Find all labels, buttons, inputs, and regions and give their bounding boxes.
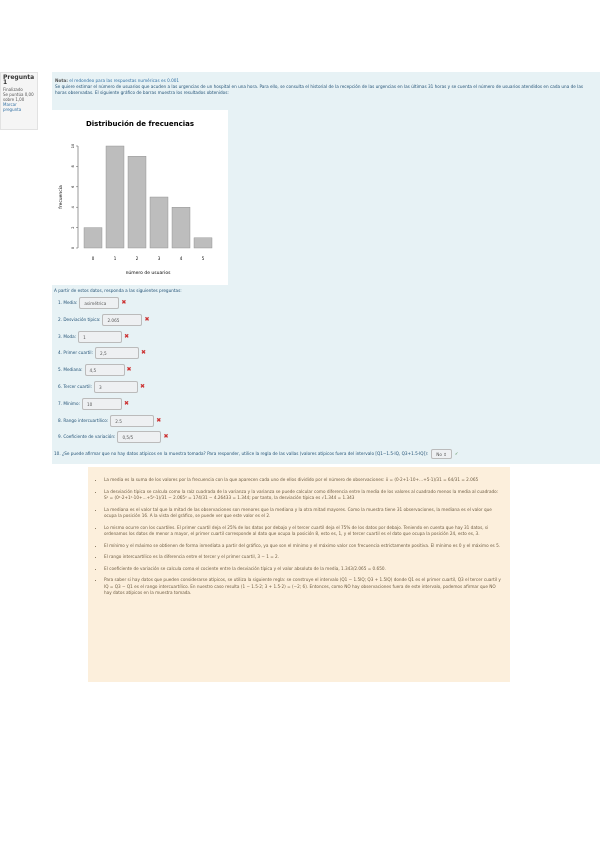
feedback-panel: La media es la suma de los valores por l… bbox=[88, 467, 510, 682]
instructions: A partir de estos datos, responda a las … bbox=[54, 288, 182, 293]
rounding-note: Nota: el redondeo para las respuestas nu… bbox=[55, 78, 180, 83]
bar bbox=[127, 156, 147, 249]
answer-row: 2. Desviación típica: 2.065 ✖ bbox=[58, 313, 150, 326]
x-tick-label: 1 bbox=[114, 256, 117, 261]
answer-row: 8. Rango intercuartílico: 2.5 ✖ bbox=[58, 414, 162, 427]
answer-label: 8. Rango intercuartílico: bbox=[58, 417, 109, 423]
bar bbox=[149, 196, 169, 249]
question-info: Pregunta 1 Finalizado Se puntúa 0,00 sob… bbox=[0, 72, 38, 130]
answer-row: 9. Coeficiente de variación: 0,5/5 ✖ bbox=[58, 431, 169, 444]
outlier-question: 10. ¿Se puede afirmar que no hay datos a… bbox=[54, 449, 600, 459]
y-tick-label: 8 bbox=[71, 165, 75, 167]
chart-title: Distribución de frecuencias bbox=[86, 120, 194, 128]
answer-label: 3. Moda: bbox=[58, 333, 77, 339]
incorrect-icon: ✖ bbox=[163, 433, 169, 441]
bar bbox=[193, 237, 213, 249]
question-number: Pregunta 1 bbox=[3, 74, 35, 86]
feedback-item: La desviación típica se calcula como la … bbox=[104, 489, 502, 502]
incorrect-icon: ✖ bbox=[139, 383, 145, 390]
y-tick-label: 4 bbox=[71, 205, 75, 208]
feedback-item: El mínimo y el máximo se obtienen de for… bbox=[104, 543, 502, 550]
incorrect-icon: ✖ bbox=[141, 349, 147, 357]
answer-label: 9. Coeficiente de variación: bbox=[58, 434, 116, 440]
answer-input[interactable]: 2.5 bbox=[110, 414, 155, 427]
answer-input[interactable]: 1 bbox=[78, 330, 123, 343]
feedback-item: El rango intercuartílico es la diferenci… bbox=[104, 554, 502, 561]
feedback-item: La media es la suma de los valores por l… bbox=[104, 477, 502, 484]
y-tick-label: 10 bbox=[71, 144, 75, 148]
answer-input[interactable]: 2,5 bbox=[95, 347, 139, 360]
answer-label: 1. Media: bbox=[58, 300, 78, 305]
answer-row: 1. Media: asimétrica ✖ bbox=[58, 297, 126, 309]
x-axis-label: número de usuarios bbox=[126, 269, 172, 276]
x-tick-label: 5 bbox=[202, 256, 205, 261]
answer-label: 5. Mediana: bbox=[58, 367, 83, 373]
answer-label: 7. Mínimo: bbox=[58, 400, 80, 406]
bar bbox=[83, 227, 103, 249]
answer-row: 7. Mínimo: 10 ✖ bbox=[58, 397, 130, 410]
question-status: Finalizado bbox=[3, 87, 23, 92]
answer-input[interactable]: 10 bbox=[81, 397, 122, 410]
x-tick-label: 0 bbox=[92, 256, 95, 261]
feedback-list: La media es la suma de los valores por l… bbox=[98, 477, 502, 597]
incorrect-icon: ✖ bbox=[124, 332, 130, 340]
answer-row: 4. Primer cuartil: 2,5 ✖ bbox=[58, 347, 147, 360]
flag-question-link[interactable]: Marcar pregunta bbox=[3, 102, 22, 112]
check-icon: ✓ bbox=[454, 451, 459, 456]
incorrect-icon: ✖ bbox=[144, 315, 150, 323]
answer-label: 4. Primer cuartil: bbox=[58, 350, 93, 356]
answer-input[interactable]: 2.065 bbox=[102, 313, 143, 326]
feedback-item: Lo mismo ocurre con los cuartiles. El pr… bbox=[104, 525, 502, 538]
feedback-item: Para saber si hay datos que pueden consi… bbox=[104, 577, 502, 597]
y-tick-label: 0 bbox=[71, 247, 75, 249]
answer-label: 6. Tercer cuartil: bbox=[58, 384, 92, 389]
chart-svg: Distribución de frecuencias 0 2 4 6 8 10 0 1 2 3 4 5… bbox=[58, 120, 213, 276]
bar bbox=[105, 145, 125, 249]
bar-chart: Distribución de frecuencias 0 2 4 6 8 10 0 1 2 3 4 5… bbox=[52, 110, 228, 285]
answer-row: 6. Tercer cuartil: 3 ✖ bbox=[58, 381, 145, 393]
feedback-item: La mediana es el valor tal que la mitad … bbox=[104, 507, 502, 520]
answer-row: 3. Moda: 1 ✖ bbox=[58, 330, 130, 343]
outlier-question-text: 10. ¿Se puede afirmar que no hay datos a… bbox=[54, 451, 429, 456]
answer-input[interactable]: asimétrica bbox=[79, 297, 120, 309]
y-tick-label: 2 bbox=[71, 226, 75, 228]
incorrect-icon: ✖ bbox=[123, 399, 130, 407]
incorrect-icon: ✖ bbox=[121, 299, 127, 306]
x-tick-label: 3 bbox=[158, 256, 161, 261]
answer-input[interactable]: 0,5/5 bbox=[117, 431, 162, 444]
bar bbox=[171, 206, 191, 249]
question-content: Nota: el redondeo para las respuestas nu… bbox=[52, 72, 600, 464]
question-text: Se quiere estimar el número de usuarios … bbox=[55, 84, 584, 95]
incorrect-icon: ✖ bbox=[156, 416, 162, 424]
outlier-select[interactable]: No ⇕ bbox=[431, 449, 452, 459]
x-tick-label: 4 bbox=[180, 256, 183, 261]
answer-input[interactable]: 4,5 bbox=[84, 364, 125, 377]
answer-label: 2. Desviación típica: bbox=[58, 316, 101, 322]
y-tick-label: 6 bbox=[71, 186, 75, 188]
answer-input[interactable]: 3 bbox=[93, 381, 138, 393]
x-tick-label: 2 bbox=[136, 256, 139, 261]
feedback-item: El coeficiente de variación se calcula c… bbox=[104, 566, 502, 573]
y-axis-label: frecuencia bbox=[58, 185, 64, 209]
question-grade: Se puntúa 0,00 sobre 1,00 bbox=[3, 92, 34, 102]
incorrect-icon: ✖ bbox=[126, 366, 132, 374]
answer-row: 5. Mediana: 4,5 ✖ bbox=[58, 364, 132, 377]
